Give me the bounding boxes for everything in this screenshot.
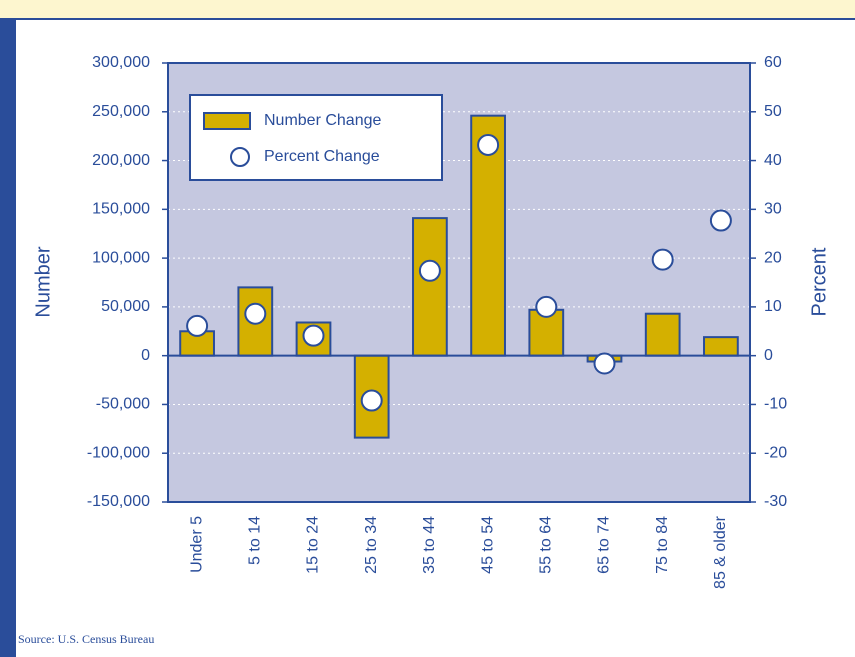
point [186,314,209,337]
legend-box [189,94,443,181]
point [244,302,267,325]
y2-tick-label: 50 [764,103,782,120]
y2-tick-label: 40 [764,152,782,169]
point [651,248,674,271]
plot-border [167,62,751,503]
y-tick-label: 200,000 [92,152,150,169]
point [709,209,732,232]
bar [703,336,739,357]
y-tick-label: 250,000 [92,103,150,120]
y-tick-label: -50,000 [96,396,150,413]
y2-axis-title: Percent [808,247,830,316]
point [360,389,383,412]
y2-tick-label: -30 [764,493,787,510]
x-tick-label: 25 to 34 [363,516,380,574]
x-tick-label: 65 to 74 [596,516,613,574]
side-bar [0,20,16,657]
bar [644,312,681,357]
legend-label: Percent Change [264,148,380,165]
y-tick-label: 300,000 [92,54,150,71]
y2-tick-label: 60 [764,54,782,71]
x-tick-label: 55 to 64 [538,516,555,574]
y2-tick-label: 20 [764,249,782,266]
y2-tick-label: 0 [764,347,773,364]
y-tick-label: 100,000 [92,249,150,266]
legend-swatch [203,112,251,130]
y-tick-label: -150,000 [87,493,150,510]
y-tick-label: 0 [141,347,150,364]
top-strip [0,0,855,18]
x-tick-label: Under 5 [188,516,205,573]
x-tick-label: 45 to 54 [479,516,496,574]
legend-marker [230,147,250,167]
x-tick-label: 85 & older [712,515,729,589]
y2-tick-label: -10 [764,396,787,413]
point [535,295,558,318]
y2-tick-label: 10 [764,298,782,315]
y-tick-label: -100,000 [87,444,150,461]
point [418,259,441,282]
y-tick-label: 50,000 [101,298,150,315]
point [593,352,616,375]
x-tick-label: 35 to 44 [421,516,438,574]
source: Source: U.S. Census Bureau [18,632,154,646]
point [302,324,325,347]
x-tick-label: 75 to 84 [654,516,671,574]
x-tick-label: 15 to 24 [305,516,322,574]
y2-tick-label: -20 [764,444,787,461]
y-axis-title: Number [32,246,54,317]
legend-label: Number Change [264,112,382,129]
x-tick-label: 5 to 14 [247,516,264,565]
bar [412,217,448,357]
y-tick-label: 150,000 [92,201,150,218]
point [477,133,500,156]
y2-tick-label: 30 [764,201,782,218]
